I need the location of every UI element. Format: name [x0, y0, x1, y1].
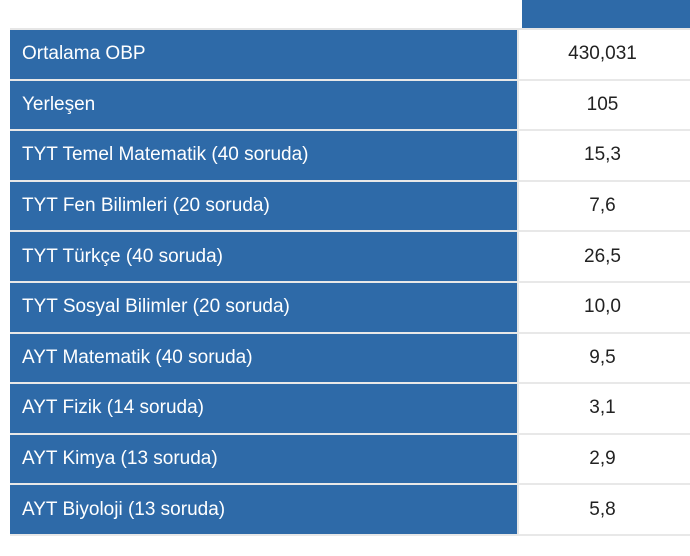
- row-value: 26,5: [519, 232, 690, 281]
- row-label: Yerleşen: [10, 80, 519, 130]
- row-value: 15,3: [519, 131, 690, 180]
- row-label: TYT Fen Bilimleri (20 soruda): [10, 181, 519, 231]
- row-value: 2,9: [519, 434, 690, 484]
- row-label: TYT Temel Matematik (40 soruda): [10, 131, 519, 180]
- table-row: Ortalama OBP 430,031: [10, 30, 690, 81]
- row-label: AYT Kimya (13 soruda): [10, 434, 519, 484]
- row-label: Ortalama OBP: [10, 30, 519, 79]
- row-value: 3,1: [519, 384, 690, 433]
- row-value: 430,031: [519, 30, 690, 79]
- table-row: TYT Sosyal Bilimler (20 soruda) 10,0: [10, 282, 690, 334]
- row-label: AYT Biyoloji (13 soruda): [10, 485, 519, 534]
- table-row: AYT Biyoloji (13 soruda) 5,8: [10, 485, 690, 536]
- row-label: AYT Matematik (40 soruda): [10, 333, 519, 383]
- table-row: TYT Temel Matematik (40 soruda) 15,3: [10, 131, 690, 182]
- row-value: 10,0: [519, 282, 690, 332]
- row-value: 5,8: [519, 485, 690, 534]
- row-label: TYT Sosyal Bilimler (20 soruda): [10, 282, 519, 332]
- row-label: AYT Fizik (14 soruda): [10, 384, 519, 433]
- table-row: AYT Fizik (14 soruda) 3,1: [10, 384, 690, 435]
- table-row: AYT Kimya (13 soruda) 2,9: [10, 434, 690, 486]
- table-header-cell: [522, 0, 690, 28]
- table-row: AYT Matematik (40 soruda) 9,5: [10, 333, 690, 385]
- row-value: 9,5: [519, 333, 690, 383]
- table-row: Yerleşen 105: [10, 80, 690, 132]
- table-row: TYT Fen Bilimleri (20 soruda) 7,6: [10, 181, 690, 233]
- row-value: 105: [519, 80, 690, 130]
- row-label: TYT Türkçe (40 soruda): [10, 232, 519, 281]
- table-row: TYT Türkçe (40 soruda) 26,5: [10, 232, 690, 283]
- stats-table: Ortalama OBP 430,031 Yerleşen 105 TYT Te…: [10, 28, 690, 536]
- row-value: 7,6: [519, 181, 690, 231]
